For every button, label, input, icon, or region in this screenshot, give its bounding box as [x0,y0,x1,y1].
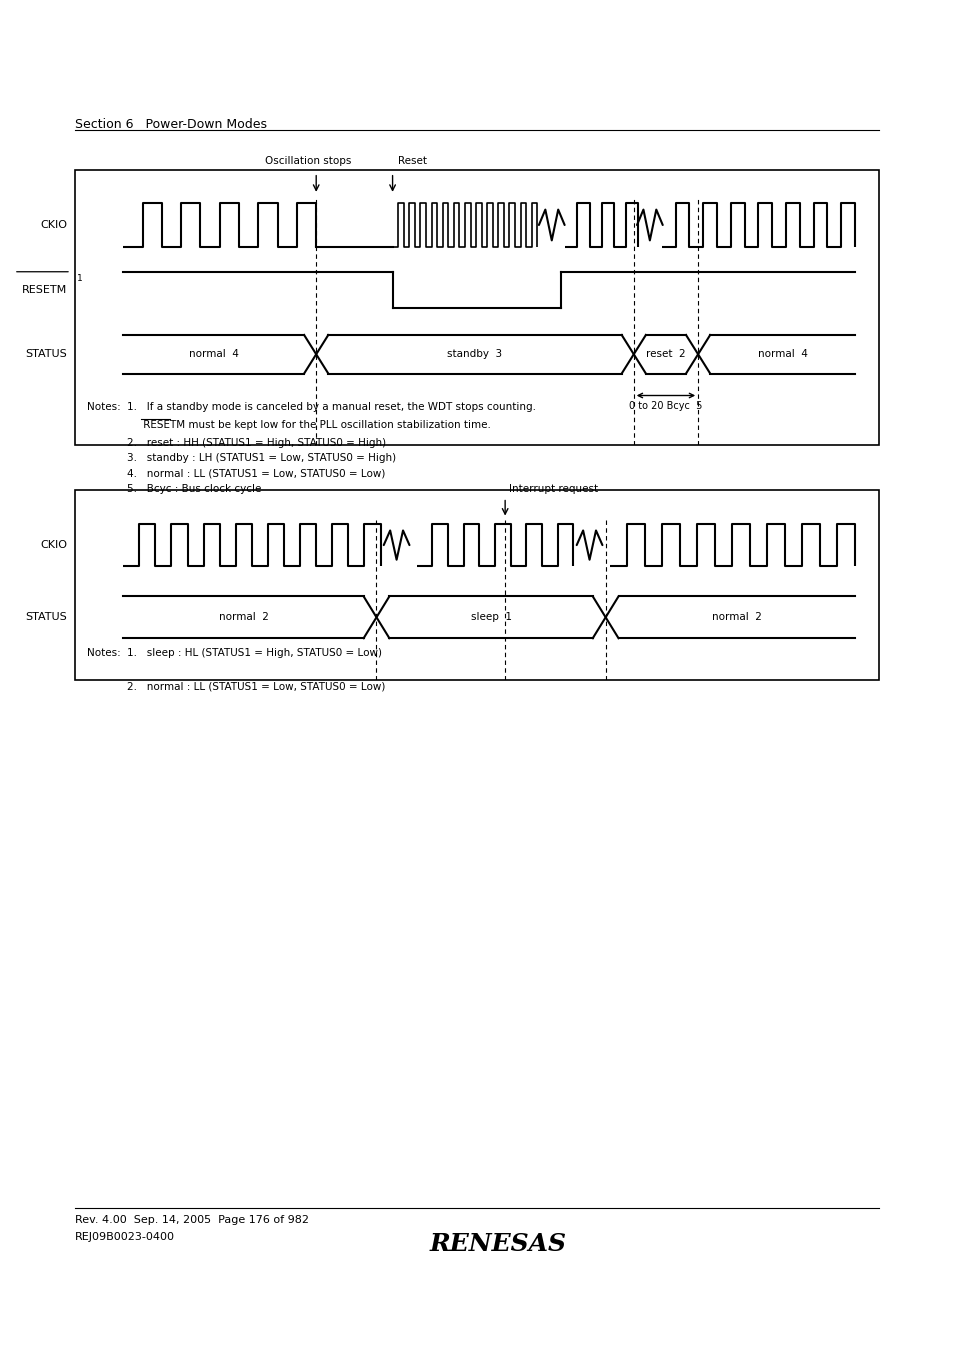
Text: 2.   normal : LL (STATUS1 = Low, STATUS0 = Low): 2. normal : LL (STATUS1 = Low, STATUS0 =… [127,682,385,692]
Text: Oscillation stops: Oscillation stops [265,155,351,166]
Text: RENESAS: RENESAS [430,1232,566,1256]
Text: 1.   If a standby mode is canceled by a manual reset, the WDT stops counting.: 1. If a standby mode is canceled by a ma… [127,403,536,412]
Text: STATUS: STATUS [25,612,67,623]
Text: Rev. 4.00  Sep. 14, 2005  Page 176 of 982: Rev. 4.00 Sep. 14, 2005 Page 176 of 982 [75,1215,309,1225]
Text: Reset: Reset [397,155,427,166]
Text: RESETM must be kept low for the PLL oscillation stabilization time.: RESETM must be kept low for the PLL osci… [127,420,491,430]
Text: standby  3: standby 3 [447,350,502,359]
Text: normal  4: normal 4 [189,350,238,359]
Text: REJ09B0023-0400: REJ09B0023-0400 [75,1232,174,1242]
Text: Notes:: Notes: [87,403,121,412]
Text: 4.   normal : LL (STATUS1 = Low, STATUS0 = Low): 4. normal : LL (STATUS1 = Low, STATUS0 =… [127,469,385,478]
Text: Interrupt request: Interrupt request [508,484,598,494]
Text: 3.   standby : LH (STATUS1 = Low, STATUS0 = High): 3. standby : LH (STATUS1 = Low, STATUS0 … [127,453,395,463]
Text: 5.   Bcyc : Bus clock cycle: 5. Bcyc : Bus clock cycle [127,484,261,493]
Text: RESETM: RESETM [22,285,67,295]
Text: 0 to 20 Bcyc  5: 0 to 20 Bcyc 5 [629,401,702,411]
Text: Section 6   Power-Down Modes: Section 6 Power-Down Modes [75,118,267,131]
Text: 1: 1 [77,274,83,284]
Text: 2.   reset : HH (STATUS1 = High, STATUS0 = High): 2. reset : HH (STATUS1 = High, STATUS0 =… [127,438,386,449]
Text: reset  2: reset 2 [645,350,685,359]
Text: normal  4: normal 4 [757,350,806,359]
Text: sleep  1: sleep 1 [470,612,511,623]
Text: 1.   sleep : HL (STATUS1 = High, STATUS0 = Low): 1. sleep : HL (STATUS1 = High, STATUS0 =… [127,647,382,658]
Text: normal  2: normal 2 [711,612,760,623]
Text: CKIO: CKIO [40,220,67,230]
Text: normal  2: normal 2 [218,612,268,623]
Text: STATUS: STATUS [25,350,67,359]
Text: Notes:: Notes: [87,647,121,658]
Text: CKIO: CKIO [40,540,67,550]
